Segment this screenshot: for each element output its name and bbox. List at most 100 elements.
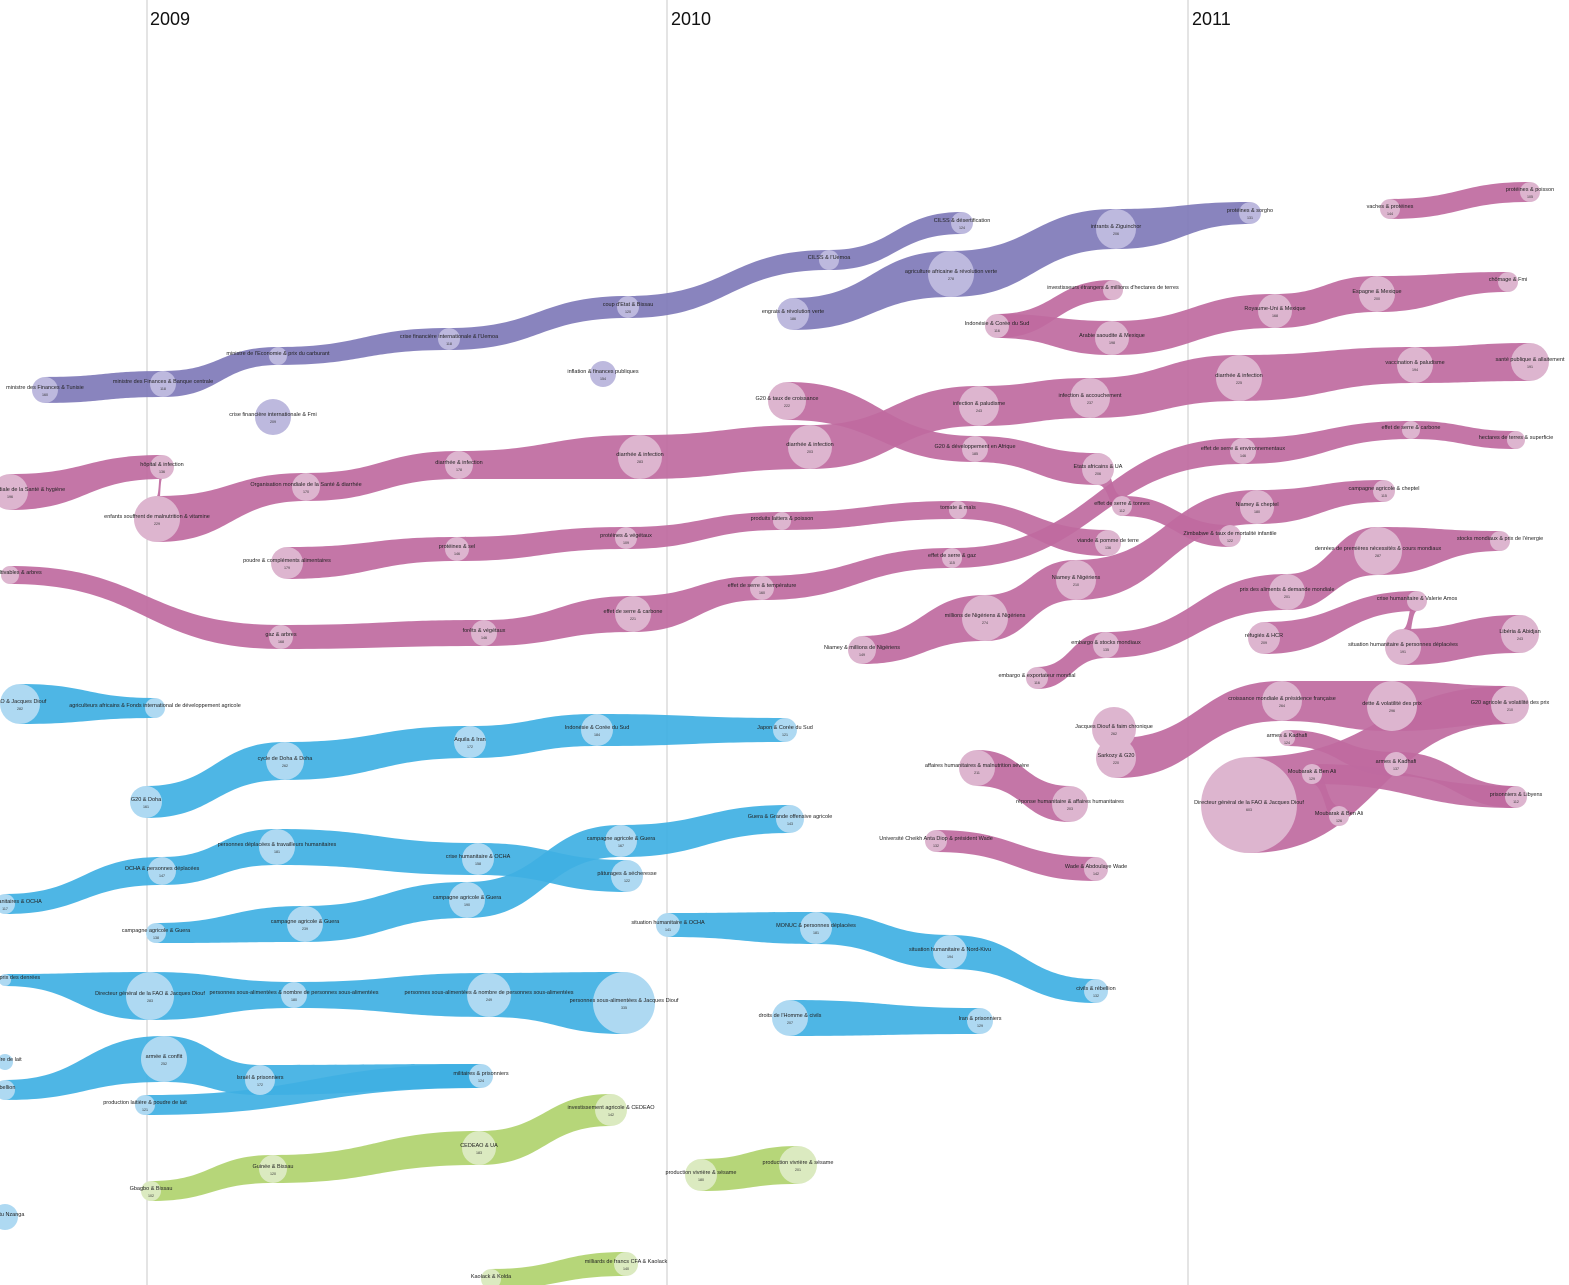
topic-node-circle[interactable] [481,1269,501,1285]
topic-node[interactable]: Zimbabwe & taux de mortalité infantile 12… [1183,525,1277,547]
topic-node-circle[interactable] [0,894,15,914]
topic-node-circle[interactable] [800,912,832,944]
topic-node[interactable]: terres cultivables & arbres [0,566,42,584]
topic-node-circle[interactable] [925,830,947,852]
topic-node-circle[interactable] [449,882,485,918]
topic-node[interactable]: production laitière & poudre de lait 121 [103,1095,187,1115]
topic-node[interactable]: réponse humanitaire & affaires humanitai… [1016,786,1124,822]
topic-node[interactable]: OCHA & personnes déplacées 147 [125,857,200,885]
topic-node-circle[interactable] [1095,321,1129,355]
topic-node-circle[interactable] [259,829,295,865]
topic-node-circle[interactable] [134,496,180,542]
topic-node[interactable]: personnes sous-alimentées & nombre de pe… [404,973,574,1017]
topic-node[interactable]: Guera & Grande offensive agricole 143 [748,805,833,833]
topic-node-circle[interactable] [292,473,320,501]
topic-node-circle[interactable] [611,860,643,892]
topic-node[interactable]: Etats africains & UA 206 [1074,453,1123,485]
topic-node-circle[interactable] [614,1252,638,1276]
topic-node-circle[interactable] [471,620,497,646]
topic-node-circle[interactable] [0,1054,13,1070]
topic-node[interactable]: Indonésie & Corée du Sud 116 [965,314,1030,338]
topic-node[interactable]: prisonniers & Libyens 112 [1490,786,1543,808]
topic-node-circle[interactable] [462,1131,496,1165]
topic-node[interactable]: Guinée & Bissau 120 [253,1155,294,1183]
topic-node[interactable]: production vivrière & sésame 201 [763,1146,834,1184]
topic-node-circle[interactable] [1498,272,1518,292]
topic-node-circle[interactable] [942,548,962,568]
topic-node[interactable]: gaz & arbres 168 [265,625,297,649]
topic-node[interactable]: hôpital & infection 136 [140,455,184,479]
topic-node-circle[interactable] [266,742,304,780]
topic-node-circle[interactable] [269,625,293,649]
topic-node-circle[interactable] [848,636,876,664]
topic-node-circle[interactable] [150,371,176,397]
topic-node[interactable]: Niamey & cheptel 180 [1235,490,1279,524]
topic-node[interactable]: hausse des prix des denrées [0,974,40,986]
topic-node-circle[interactable] [967,1008,993,1034]
topic-node-circle[interactable] [1407,591,1427,611]
topic-node[interactable]: santé publique & allaitement 191 [1495,343,1565,381]
topic-node[interactable]: Organisation mondiale de la Santé & hygi… [0,474,65,510]
topic-node[interactable]: Directeur général de la FAO & Jacques Di… [95,972,205,1020]
topic-node[interactable]: réfugiés & HCR 209 [1245,622,1283,654]
topic-node-circle[interactable] [0,1080,15,1100]
topic-node-circle[interactable] [1095,530,1121,556]
topic-node-circle[interactable] [445,451,473,479]
topic-node-circle[interactable] [1505,786,1527,808]
topic-node[interactable]: cycle de Doha & Doha 262 [258,742,314,780]
topic-node-circle[interactable] [1490,531,1510,551]
topic-node-circle[interactable] [1520,182,1540,202]
topic-node-circle[interactable] [1092,707,1136,751]
topic-node[interactable]: embargo & exportateur mondial 116 [998,667,1076,689]
topic-node-circle[interactable] [772,1000,808,1036]
topic-node[interactable]: diarrhée & infection 225 [1215,355,1263,401]
topic-node[interactable]: Mobutu Nzanga [0,1204,25,1230]
topic-node[interactable]: militaires & prisonniers 124 [453,1064,509,1088]
topic-node[interactable]: Moubarak & Ben Ali 126 [1315,806,1363,826]
topic-node-circle[interactable] [951,212,973,234]
topic-node-circle[interactable] [1,566,19,584]
topic-node-circle[interactable] [605,825,637,857]
topic-node[interactable]: enfants souffrent de malnutrition & vita… [104,496,210,542]
topic-node-circle[interactable] [1216,355,1262,401]
topic-node[interactable]: embargo & stocks mondiaux 135 [1071,632,1141,658]
topic-node[interactable]: G20 & taux de croissance 222 [756,382,819,420]
topic-node-circle[interactable] [1219,525,1241,547]
topic-node-circle[interactable] [1070,378,1110,418]
topic-node[interactable]: poudre de lait [0,1054,22,1070]
topic-node-circle[interactable] [259,1155,287,1183]
topic-node-circle[interactable] [0,1204,18,1230]
topic-node[interactable]: production vivrière & sésame 180 [666,1159,737,1191]
topic-node-circle[interactable] [1096,738,1136,778]
topic-node[interactable]: CEDEAO & UA 183 [460,1131,498,1165]
topic-node[interactable]: infection & paludisme 243 [953,386,1005,426]
topic-node[interactable]: ministre des Finances & Banque centrale 1… [113,371,213,397]
topic-node[interactable]: protéines & sorgho 131 [1227,202,1273,224]
topic-node[interactable]: chômage & Fmi [1489,272,1528,292]
topic-node-circle[interactable] [1501,615,1539,653]
topic-node-circle[interactable] [959,750,995,786]
topic-node-circle[interactable] [933,935,967,969]
topic-node[interactable]: engrais & révolution verte 186 [762,298,824,330]
topic-node-circle[interactable] [146,923,166,943]
topic-node-circle[interactable] [1402,421,1420,439]
topic-node[interactable]: armes & Kadhafi 124 [1267,730,1308,746]
topic-node[interactable]: protéines & poisson 105 [1506,182,1554,202]
topic-node-circle[interactable] [32,377,58,403]
topic-node[interactable]: agriculture africaine & révolution verte… [905,251,997,297]
topic-node-circle[interactable] [1084,979,1108,1003]
topic-node-circle[interactable] [779,1146,817,1184]
topic-node-circle[interactable] [135,1095,155,1115]
topic-node[interactable]: situation humanitaire & Nord-Kivu 194 [909,935,991,969]
topic-node-circle[interactable] [1201,757,1297,853]
topic-node-circle[interactable] [126,972,174,1020]
topic-node[interactable]: personnes sous-alimentées & Jacques Diou… [570,972,679,1034]
topic-node[interactable]: crise humanitaire & OCHA 158 [446,843,511,875]
topic-node-circle[interactable] [1507,431,1525,449]
topic-node-circle[interactable] [1354,527,1402,575]
topic-node-circle[interactable] [438,328,460,350]
topic-node[interactable]: Indonésie & Corée du Sud 184 [565,714,630,746]
topic-node[interactable]: G20 agricole & volatilité des prix 210 [1471,686,1550,724]
topic-node[interactable]: viande & pomme de terre 136 [1077,530,1139,556]
topic-node[interactable]: CILSS & l'Uemoa [808,250,852,270]
